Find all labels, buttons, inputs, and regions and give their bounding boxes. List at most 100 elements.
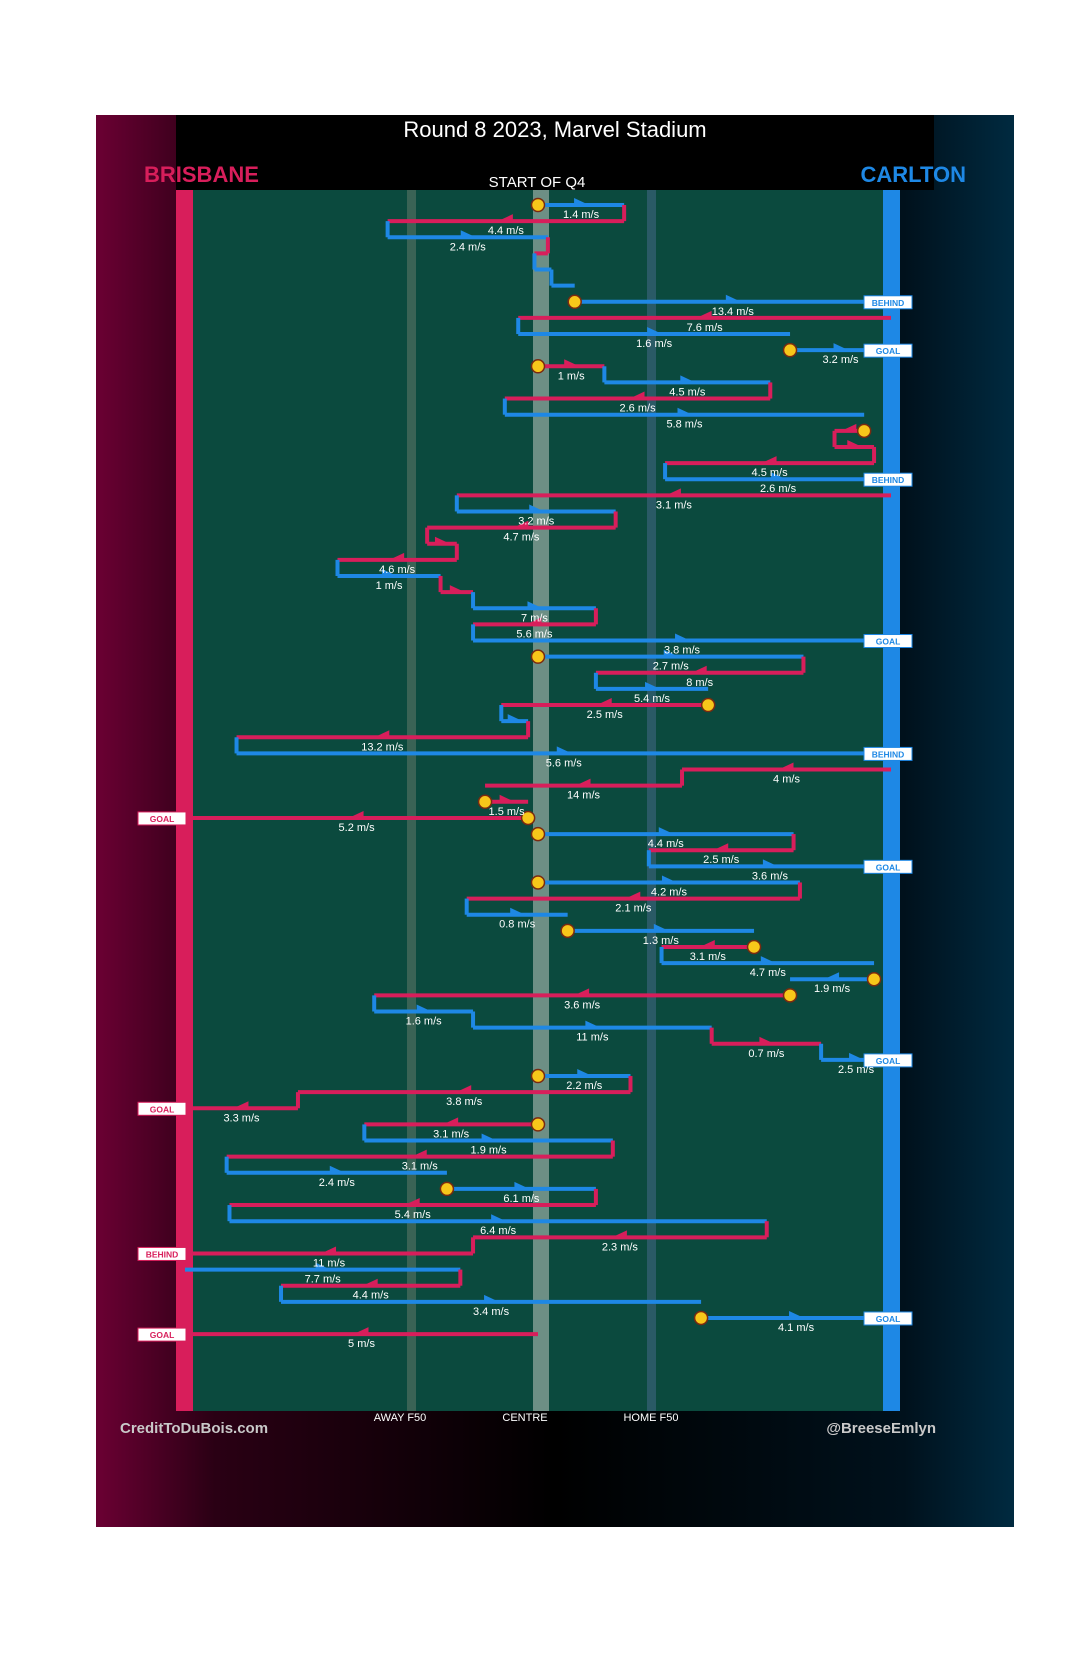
direction-arrow [653,923,669,931]
outcome-tag [863,343,913,358]
direction-arrow [527,601,543,609]
outcome-label: BEHIND [872,298,905,308]
speed-label: 5.4 m/s [395,1209,432,1221]
direction-arrow [762,859,778,867]
stoppage-marker [782,988,798,1003]
outcome-label: BEHIND [146,1249,179,1259]
outcome-tag [863,634,913,649]
speed-label: 11 m/s [576,1032,609,1044]
away-f50-line [407,190,416,1411]
direction-arrow [497,214,513,222]
speed-label: 4.7 m/s [503,532,540,544]
speed-label: 5.8 m/s [666,419,703,431]
axis-label-away-f50: AWAY F50 [374,1412,427,1424]
direction-arrow [577,1069,593,1077]
speed-label: 3.2 m/s [822,354,859,366]
carlton-goal-line [883,190,900,1411]
direction-arrow [645,681,661,689]
outcome-tag [863,472,913,487]
speed-label: 5 m/s [348,1338,375,1350]
outcome-label: GOAL [876,1314,901,1324]
speed-label: 5.2 m/s [339,822,376,834]
direction-arrow [526,617,542,625]
outcome-tag [137,811,187,826]
speed-label: 4.4 m/s [488,225,525,237]
direction-arrow [713,843,729,851]
stoppage-marker [856,423,872,439]
credit-right: @BreeseEmlyn [826,1420,936,1437]
outcome-label: GOAL [150,814,175,824]
direction-arrow [665,488,681,496]
stoppage-marker [530,649,546,664]
direction-arrow [434,536,450,544]
stoppage-marker [530,1068,546,1084]
direction-arrow [443,1117,459,1125]
stoppage-marker [782,342,798,358]
speed-label: 7 m/s [521,612,548,624]
speed-label: 3.3 m/s [223,1112,260,1124]
header-strip [176,115,934,190]
direction-arrow [449,585,465,593]
direction-arrow [510,907,526,915]
direction-arrow [513,520,529,528]
speed-label: 3.1 m/s [656,499,693,511]
outcome-layer: BEHIND GOAL BEHIND GOAL BEHIND GOAL GOAL GOAL GO… [137,295,913,1342]
speed-label: 1 m/s [376,580,403,592]
speed-label: 3.1 m/s [690,951,727,963]
direction-arrow [771,472,787,480]
outcome-tag [863,295,913,310]
stoppage-marker [560,923,575,939]
direction-arrow [847,439,863,447]
speed-label: 2.7 m/s [653,661,690,673]
outcome-tag [863,746,913,761]
stoppage-marker [530,359,546,374]
direction-arrow [574,198,590,205]
speed-label: 3.1 m/s [402,1161,439,1173]
direction-arrow [629,391,645,399]
speed-label: 4.5 m/s [669,386,706,398]
stoppage-marker [530,826,546,842]
speed-label: 5.6 m/s [516,628,553,640]
direction-arrow [484,1294,500,1302]
stoppage-marker [746,939,762,955]
speed-label: 2.2 m/s [566,1080,603,1092]
speed-label: 4.5 m/s [752,467,789,479]
direction-arrow [680,375,696,383]
speed-label: 4.2 m/s [651,886,688,898]
direction-arrow [575,778,591,786]
direction-arrow [481,1133,497,1141]
direction-arrow [760,956,776,964]
outcome-label: GOAL [876,346,901,356]
direction-arrow [353,1327,369,1335]
speed-label: 14 m/s [567,790,601,802]
speed-label: 1.6 m/s [636,338,673,350]
speed-label: 4.7 m/s [750,967,787,979]
direction-arrow [321,1246,337,1254]
direction-arrow [699,939,715,947]
direction-arrow [691,665,707,673]
direction-arrow [348,810,364,818]
outcome-label: BEHIND [872,475,905,485]
brisbane-goal-line [176,190,193,1411]
speed-label: 2.1 m/s [615,903,652,915]
direction-arrow [611,1230,627,1238]
speed-label: 3.8 m/s [664,645,701,657]
direction-arrow [849,1052,865,1060]
direction-arrow [778,762,794,770]
direction-arrow [382,568,398,576]
direction-arrow [564,359,580,367]
speed-label: 4.1 m/s [778,1322,815,1334]
direction-arrow [759,1036,775,1044]
direction-arrow [833,343,849,351]
direction-arrow [362,1278,378,1286]
speed-label: 1.3 m/s [643,935,680,947]
direction-arrow [761,456,777,464]
direction-arrow [460,230,476,238]
direction-arrow [233,1101,249,1109]
speed-label: 4.6 m/s [379,564,416,576]
outcome-tag [863,859,913,874]
speed-label: 6.1 m/s [503,1193,540,1205]
speed-label: 4 m/s [773,774,800,786]
team-carlton-label: CARLTON [860,162,966,187]
direction-arrow [647,327,663,335]
